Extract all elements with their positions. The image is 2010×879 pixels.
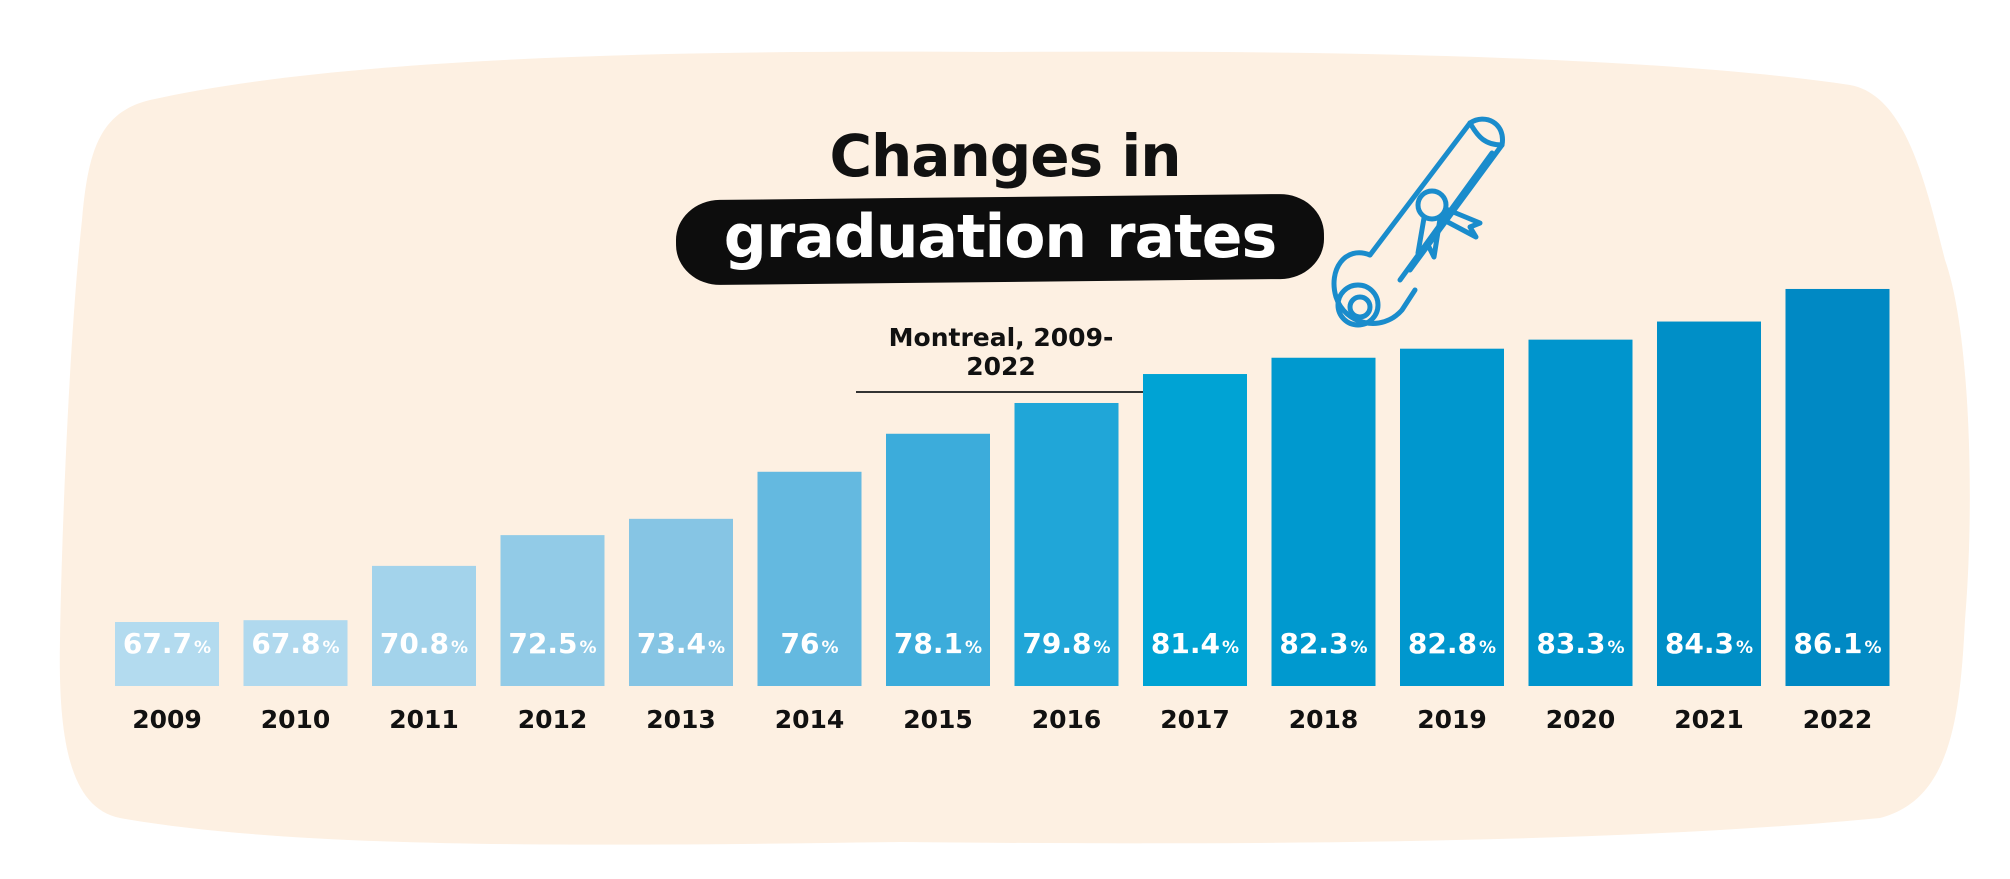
bar-2011 bbox=[372, 565, 476, 686]
tick-label-2016: 2016 bbox=[1032, 705, 1102, 734]
tick-label-2012: 2012 bbox=[518, 705, 588, 734]
bar-2021 bbox=[1657, 321, 1761, 686]
tick-label-2010: 2010 bbox=[261, 705, 331, 734]
tick-label-2022: 2022 bbox=[1803, 705, 1873, 734]
bar-2015 bbox=[886, 433, 990, 686]
tick-label-2017: 2017 bbox=[1160, 705, 1230, 734]
tick-label-2009: 2009 bbox=[132, 705, 202, 734]
bar-2012 bbox=[500, 535, 605, 686]
data-label-2019: 82.8% bbox=[1408, 627, 1496, 660]
chart-title-line1: Changes in bbox=[829, 122, 1181, 190]
chart-title-line2: graduation rates bbox=[723, 202, 1277, 272]
data-label-2011: 70.8% bbox=[380, 627, 468, 660]
data-label-2014: 76% bbox=[780, 627, 838, 660]
tick-label-2015: 2015 bbox=[903, 705, 973, 734]
bar-2022 bbox=[1785, 288, 1890, 686]
bar-2017 bbox=[1143, 374, 1247, 686]
tick-label-2021: 2021 bbox=[1674, 705, 1744, 734]
data-label-2017: 81.4% bbox=[1151, 627, 1239, 660]
bar-2018 bbox=[1271, 357, 1376, 686]
data-label-2022: 86.1% bbox=[1793, 627, 1881, 660]
data-label-2010: 67.8% bbox=[251, 627, 339, 660]
tick-label-2019: 2019 bbox=[1417, 705, 1487, 734]
bar-2019 bbox=[1400, 348, 1504, 686]
tick-label-2020: 2020 bbox=[1546, 705, 1616, 734]
data-label-2020: 83.3% bbox=[1536, 627, 1624, 660]
data-label-2018: 82.3% bbox=[1279, 627, 1367, 660]
data-label-2021: 84.3% bbox=[1665, 627, 1753, 660]
bar-2013 bbox=[629, 518, 733, 686]
tick-label-2018: 2018 bbox=[1289, 705, 1359, 734]
data-label-2013: 73.4% bbox=[637, 627, 725, 660]
bar-2014 bbox=[757, 471, 862, 686]
tick-label-2014: 2014 bbox=[775, 705, 845, 734]
bar-2016 bbox=[1014, 402, 1119, 686]
bar-2020 bbox=[1528, 339, 1633, 686]
data-label-2009: 67.7% bbox=[123, 627, 211, 660]
data-label-2012: 72.5% bbox=[508, 627, 596, 660]
diploma-scroll-icon bbox=[1331, 116, 1505, 328]
bar-2010 bbox=[243, 620, 348, 686]
bar-2009 bbox=[115, 622, 219, 686]
data-label-2015: 78.1% bbox=[894, 627, 982, 660]
tick-label-2011: 2011 bbox=[389, 705, 459, 734]
tick-label-2013: 2013 bbox=[646, 705, 716, 734]
chart-subtitle: Montreal, 2009-2022 bbox=[856, 323, 1146, 393]
data-label-2016: 79.8% bbox=[1022, 627, 1110, 660]
